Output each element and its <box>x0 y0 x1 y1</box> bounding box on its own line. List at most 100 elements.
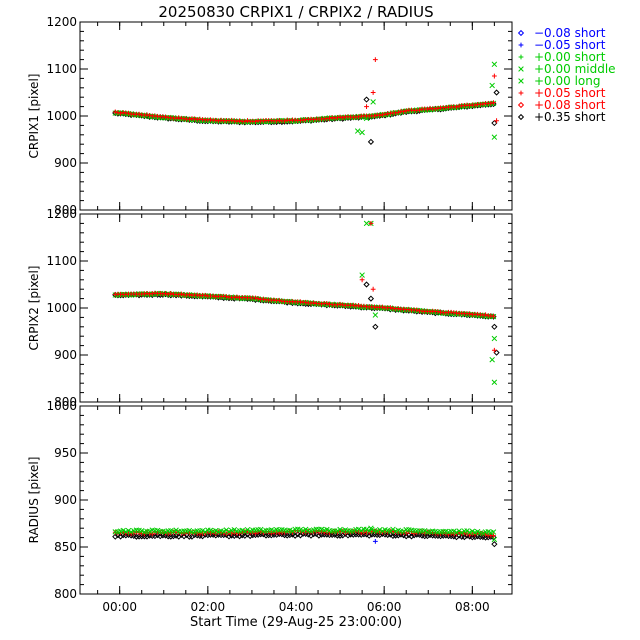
data-point <box>204 532 211 539</box>
data-point <box>173 115 179 121</box>
data-point <box>485 534 492 541</box>
panel-crpix2: 800 900 1000 1100 1200 CRPIX2 [pixel] <box>27 207 513 409</box>
data-point <box>257 526 264 533</box>
data-point <box>337 114 343 120</box>
panels: 800 900 1000 1100 1200 CRPIX1 [pixel] 800 900 10… <box>27 15 513 614</box>
data-point-outlier <box>372 57 378 62</box>
data-point <box>144 112 150 118</box>
data-point <box>284 532 291 539</box>
data-point <box>400 528 407 535</box>
data-point <box>374 528 380 534</box>
data-point <box>183 531 190 539</box>
legend-marker <box>518 90 524 96</box>
data-point <box>337 301 343 307</box>
data-point <box>212 532 219 539</box>
x-tick-label: 02:00 <box>191 600 226 614</box>
data-point <box>216 118 221 124</box>
data-point-outlier <box>363 96 370 103</box>
crpix1-points <box>112 57 500 145</box>
data-point <box>366 532 373 539</box>
data-point <box>424 106 430 112</box>
data-point-outlier <box>359 277 365 283</box>
data-point-outlier <box>367 295 375 302</box>
data-point <box>454 104 459 110</box>
data-point <box>176 115 182 121</box>
data-point <box>262 532 270 539</box>
radius-frame <box>79 405 513 595</box>
data-point <box>491 313 496 319</box>
crpix1-ytick-label: 800 <box>54 203 77 217</box>
data-point <box>488 100 494 106</box>
data-point <box>411 531 417 536</box>
data-point <box>268 532 275 539</box>
data-point <box>437 533 444 540</box>
data-point <box>432 106 438 112</box>
data-point <box>231 118 237 124</box>
data-point <box>253 295 258 301</box>
data-point-outlier <box>491 347 497 353</box>
radius-ytick-label: 900 <box>54 493 77 507</box>
data-point-outlier <box>491 73 497 79</box>
data-point <box>327 115 332 121</box>
data-point <box>173 527 179 533</box>
data-point <box>223 531 229 537</box>
data-point <box>366 528 372 534</box>
legend-label: +0.08 short <box>534 98 606 112</box>
data-point <box>387 531 394 538</box>
data-point <box>350 531 357 538</box>
legend-label: +0.35 short <box>534 110 606 124</box>
data-point <box>340 115 346 121</box>
data-point-outlier <box>372 323 379 330</box>
radius-ytick-label: 950 <box>54 446 77 460</box>
data-point-outlier <box>364 104 369 109</box>
radius-ytick-label: 800 <box>54 587 77 601</box>
data-point <box>401 109 406 115</box>
data-point <box>178 291 184 297</box>
legend-label: +0.05 short <box>534 86 606 100</box>
data-point-outlier <box>489 356 495 363</box>
data-point <box>236 533 243 540</box>
data-point <box>380 304 385 310</box>
data-point <box>125 527 132 534</box>
data-point <box>138 528 145 534</box>
data-point <box>491 100 496 105</box>
data-point <box>274 118 280 124</box>
data-point <box>213 531 219 537</box>
crpix2-points <box>112 220 500 386</box>
data-point <box>223 527 230 533</box>
legend-label: +0.00 long <box>534 74 601 88</box>
data-point <box>392 532 399 539</box>
data-point <box>202 529 208 535</box>
data-point <box>336 532 344 539</box>
data-point <box>332 115 338 121</box>
data-point-outlier <box>491 379 498 386</box>
data-point <box>379 528 386 534</box>
data-point <box>440 532 447 539</box>
data-point <box>168 290 174 296</box>
data-point <box>464 528 470 534</box>
data-point <box>225 533 233 540</box>
crpix1-ylabel: CRPIX1 [pixel] <box>27 74 41 159</box>
data-point <box>245 118 250 123</box>
data-point <box>395 306 401 311</box>
data-point <box>253 530 258 536</box>
data-point-outlier <box>491 323 498 330</box>
data-point <box>286 531 293 539</box>
data-point <box>178 531 185 539</box>
data-point-outlier <box>491 134 498 140</box>
data-point <box>268 119 275 126</box>
data-point <box>194 292 200 298</box>
crpix2-ytick-label: 1200 <box>46 207 77 221</box>
data-point <box>253 119 258 124</box>
data-point-outlier <box>493 89 500 96</box>
data-point <box>234 294 240 300</box>
data-point <box>389 532 397 539</box>
panel-radius: 800 850 900 950 1000 RADIUS [pixel] <box>27 399 513 601</box>
crpix2-ytick-label: 1000 <box>46 301 77 315</box>
data-point <box>282 118 287 124</box>
data-point <box>395 532 402 539</box>
data-point <box>408 533 415 540</box>
legend-label: −0.05 short <box>534 38 606 52</box>
data-point-outlier <box>491 335 498 342</box>
